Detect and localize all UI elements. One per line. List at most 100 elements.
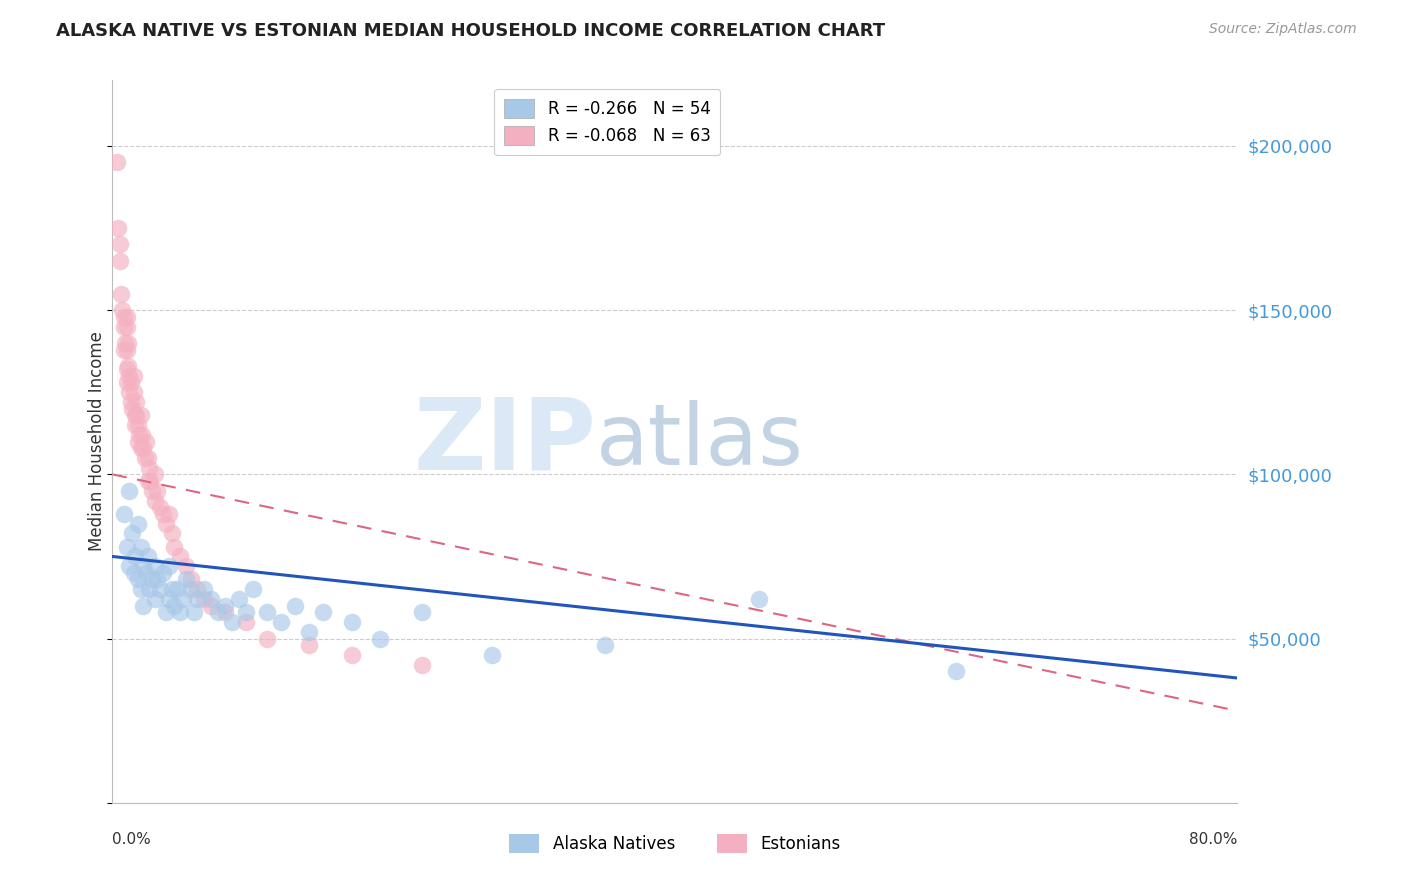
Point <box>270 615 292 630</box>
Point <box>200 599 222 613</box>
Point <box>169 549 191 564</box>
Point <box>115 362 138 376</box>
Point <box>481 648 503 662</box>
Point <box>112 343 135 357</box>
Point <box>112 310 135 324</box>
Point <box>163 540 186 554</box>
Point <box>174 573 197 587</box>
Point <box>593 638 616 652</box>
Point <box>340 615 363 630</box>
Point <box>131 428 153 442</box>
Point <box>256 605 278 619</box>
Point <box>118 368 141 383</box>
Point <box>138 582 160 597</box>
Point <box>120 376 142 390</box>
Point <box>127 434 149 449</box>
Point <box>107 221 129 235</box>
Point <box>139 474 162 488</box>
Point <box>115 540 138 554</box>
Point <box>136 549 159 564</box>
Point <box>312 605 335 619</box>
Point <box>122 385 145 400</box>
Point <box>152 566 174 580</box>
Point <box>163 599 186 613</box>
Point <box>124 409 146 423</box>
Point <box>134 450 156 465</box>
Point <box>129 441 152 455</box>
Point <box>748 592 770 607</box>
Point <box>141 483 163 498</box>
Point <box>242 582 264 597</box>
Point <box>110 286 132 301</box>
Point <box>132 441 155 455</box>
Point <box>183 605 205 619</box>
Point <box>117 336 139 351</box>
Point <box>157 507 180 521</box>
Point <box>298 638 321 652</box>
Point <box>172 592 194 607</box>
Point <box>118 559 141 574</box>
Point <box>128 428 150 442</box>
Point <box>120 395 142 409</box>
Point <box>115 319 138 334</box>
Point <box>235 615 257 630</box>
Point <box>166 582 188 597</box>
Point <box>121 401 143 416</box>
Point <box>155 605 177 619</box>
Point <box>118 385 141 400</box>
Point <box>214 599 236 613</box>
Point <box>193 582 215 597</box>
Point <box>186 592 208 607</box>
Point <box>143 493 166 508</box>
Point <box>157 592 180 607</box>
Text: Source: ZipAtlas.com: Source: ZipAtlas.com <box>1209 22 1357 37</box>
Text: 80.0%: 80.0% <box>1189 831 1237 847</box>
Point <box>169 605 191 619</box>
Point <box>174 559 197 574</box>
Point <box>298 625 321 640</box>
Point <box>108 253 131 268</box>
Point <box>136 450 159 465</box>
Point <box>143 559 166 574</box>
Point <box>124 549 146 564</box>
Point <box>152 507 174 521</box>
Point <box>115 343 138 357</box>
Point <box>214 605 236 619</box>
Point <box>117 359 139 373</box>
Point <box>141 573 163 587</box>
Point <box>114 336 136 351</box>
Point <box>193 592 215 607</box>
Point <box>411 657 433 672</box>
Point <box>945 665 967 679</box>
Point <box>112 319 135 334</box>
Text: atlas: atlas <box>596 400 804 483</box>
Point <box>143 467 166 482</box>
Point <box>121 526 143 541</box>
Point <box>200 592 222 607</box>
Point <box>149 582 172 597</box>
Point <box>256 632 278 646</box>
Point <box>146 483 169 498</box>
Point <box>221 615 243 630</box>
Point <box>129 582 152 597</box>
Point <box>179 582 201 597</box>
Text: ALASKA NATIVE VS ESTONIAN MEDIAN HOUSEHOLD INCOME CORRELATION CHART: ALASKA NATIVE VS ESTONIAN MEDIAN HOUSEHO… <box>56 22 886 40</box>
Point <box>135 566 157 580</box>
Point <box>124 418 146 433</box>
Point <box>136 474 159 488</box>
Point <box>138 460 160 475</box>
Point <box>207 605 229 619</box>
Point <box>284 599 307 613</box>
Point <box>186 582 208 597</box>
Point <box>160 582 183 597</box>
Point <box>129 409 152 423</box>
Point <box>132 559 155 574</box>
Point <box>105 155 128 169</box>
Point <box>125 395 148 409</box>
Text: ZIP: ZIP <box>413 393 596 490</box>
Point <box>122 566 145 580</box>
Point <box>149 500 172 515</box>
Point <box>127 573 149 587</box>
Point <box>155 516 177 531</box>
Point <box>135 434 157 449</box>
